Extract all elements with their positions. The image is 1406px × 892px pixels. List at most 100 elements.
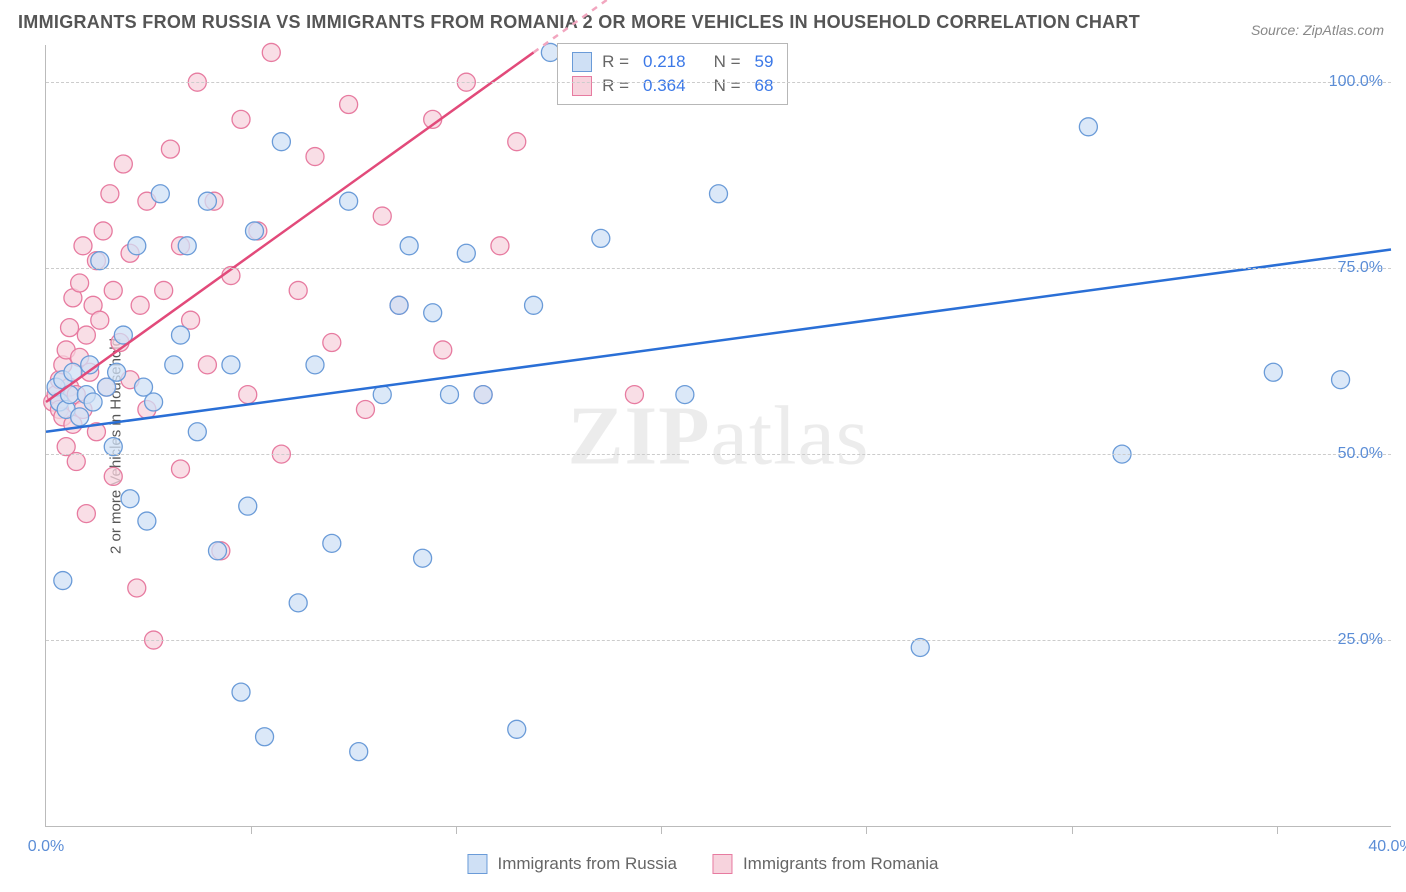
trend-line [46, 52, 534, 402]
data-point [1079, 118, 1097, 136]
data-point [222, 356, 240, 374]
gridline [46, 82, 1391, 83]
data-point [676, 386, 694, 404]
gridline [46, 454, 1391, 455]
x-minor-tick [251, 826, 252, 834]
data-point [131, 296, 149, 314]
legend-row: R =0.218N =59 [572, 50, 773, 74]
legend-n-value: 68 [755, 76, 774, 96]
legend-r-value: 0.364 [643, 76, 686, 96]
data-point [262, 43, 280, 61]
data-point [232, 683, 250, 701]
series-label: Immigrants from Russia [497, 854, 676, 874]
data-point [400, 237, 418, 255]
data-point [155, 281, 173, 299]
data-point [172, 460, 190, 478]
data-point [104, 281, 122, 299]
legend-swatch [572, 76, 592, 96]
scatter-svg [46, 45, 1391, 826]
legend-n-label: N = [714, 52, 741, 72]
data-point [104, 438, 122, 456]
data-point [77, 326, 95, 344]
legend-swatch [467, 854, 487, 874]
source-label: Source: ZipAtlas.com [1251, 22, 1384, 38]
data-point [54, 572, 72, 590]
data-point [373, 207, 391, 225]
legend-n-label: N = [714, 76, 741, 96]
x-minor-tick [1072, 826, 1073, 834]
data-point [239, 386, 257, 404]
data-point [289, 594, 307, 612]
x-tick-label: 40.0% [1368, 838, 1406, 856]
legend-row: R = 0.364 N = 68 [572, 74, 773, 98]
legend-swatch [572, 52, 592, 72]
data-point [911, 638, 929, 656]
data-point [245, 222, 263, 240]
data-point [1332, 371, 1350, 389]
data-point [340, 96, 358, 114]
data-point [108, 363, 126, 381]
data-point [208, 542, 226, 560]
data-point [91, 311, 109, 329]
data-point [104, 467, 122, 485]
legend-r-label: R = [602, 52, 629, 72]
y-tick-label: 100.0% [1329, 73, 1383, 91]
y-tick-label: 75.0% [1338, 259, 1383, 277]
data-point [625, 386, 643, 404]
legend-r-label: R = [602, 76, 629, 96]
data-point [1264, 363, 1282, 381]
data-point [198, 192, 216, 210]
data-point [414, 549, 432, 567]
x-minor-tick [866, 826, 867, 834]
data-point [491, 237, 509, 255]
x-tick-label: 0.0% [28, 838, 64, 856]
y-tick-label: 25.0% [1338, 631, 1383, 649]
data-point [128, 579, 146, 597]
data-point [67, 453, 85, 471]
data-point [289, 281, 307, 299]
correlation-legend: R =0.218N =59R =0.364N =68 [557, 43, 788, 105]
data-point [91, 252, 109, 270]
data-point [710, 185, 728, 203]
data-point [350, 743, 368, 761]
data-point [525, 296, 543, 314]
series-legend-item: Immigrants from Romania [713, 854, 939, 874]
data-point [198, 356, 216, 374]
data-point [172, 326, 190, 344]
series-legend: Immigrants from Russia Immigrants from Ro… [467, 854, 938, 874]
data-point [323, 534, 341, 552]
data-point [188, 423, 206, 441]
legend-swatch [713, 854, 733, 874]
data-point [128, 237, 146, 255]
y-tick-label: 50.0% [1338, 445, 1383, 463]
chart-title: IMMIGRANTS FROM RUSSIA VS IMMIGRANTS FRO… [18, 12, 1140, 33]
data-point [508, 133, 526, 151]
gridline [46, 640, 1391, 641]
data-point [441, 386, 459, 404]
data-point [145, 393, 163, 411]
data-point [356, 400, 374, 418]
data-point [114, 155, 132, 173]
data-point [306, 356, 324, 374]
data-point [61, 319, 79, 337]
x-minor-tick [456, 826, 457, 834]
plot-area: ZIPatlas R =0.218N =59R =0.364N =68 25.0… [45, 45, 1391, 827]
data-point [390, 296, 408, 314]
data-point [272, 133, 290, 151]
legend-n-value: 59 [755, 52, 774, 72]
data-point [138, 512, 156, 530]
series-legend-item: Immigrants from Russia [467, 854, 676, 874]
data-point [101, 185, 119, 203]
data-point [71, 274, 89, 292]
trend-line [46, 250, 1391, 432]
data-point [77, 505, 95, 523]
data-point [508, 720, 526, 738]
data-point [434, 341, 452, 359]
data-point [232, 110, 250, 128]
data-point [239, 497, 257, 515]
data-point [256, 728, 274, 746]
data-point [84, 393, 102, 411]
series-label: Immigrants from Romania [743, 854, 939, 874]
data-point [592, 229, 610, 247]
data-point [71, 408, 89, 426]
